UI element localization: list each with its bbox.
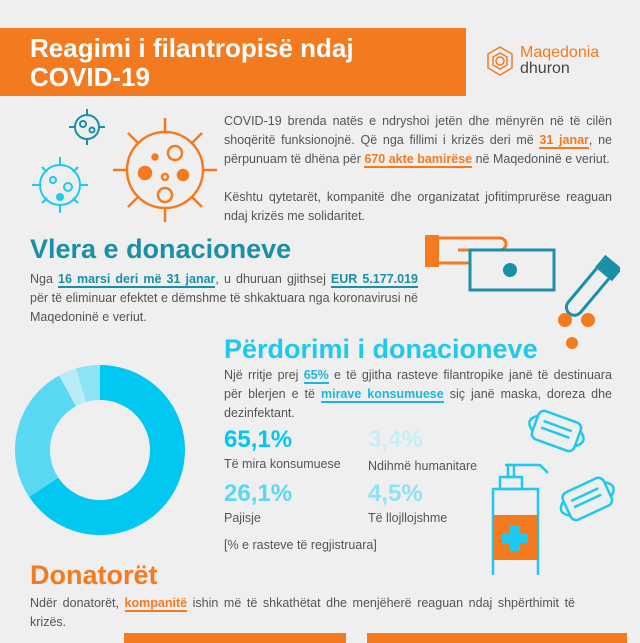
logo-text-2: dhuron (520, 60, 570, 77)
intro-text: në Maqedoninë e veriut. (472, 152, 610, 166)
donors-text: Ndër donatorët, (30, 596, 125, 610)
stat-value: 4,5% (368, 480, 423, 507)
intro-paragraph-2: Kështu qytetarët, kompanitë dhe organiza… (224, 190, 612, 223)
donut-slice (29, 365, 185, 535)
virus-icon (32, 157, 88, 213)
donut-slice (59, 368, 86, 407)
hygiene-icons (491, 409, 615, 575)
logo-icon (487, 46, 513, 76)
usage-text: Një rritje prej (224, 368, 304, 382)
usage-heading: Përdorimi i donacioneve (224, 334, 538, 364)
donation-hand-icon (425, 235, 620, 349)
highlight-goods: mirave konsumuese (320, 387, 444, 403)
intro-text: COVID-19 brenda natës e ndryshoi jetën d… (224, 114, 612, 147)
virus-icon (113, 118, 217, 222)
stat-label: Pajisje (224, 511, 261, 525)
stat-label: Të llojllojshme (368, 511, 448, 525)
virus-icon (69, 109, 105, 145)
stat-note: [% e rasteve të regjistruara] (224, 538, 377, 552)
highlight-acts: 670 akte bamirëse (364, 152, 473, 168)
highlight-period: 16 marsi deri më 31 janar (58, 272, 216, 288)
value-text: Nga (30, 272, 59, 286)
stat-value: 65,1% (224, 426, 293, 453)
value-text: për të eliminuar efektet e dëmshme të sh… (30, 291, 418, 324)
stat-value: 26,1% (224, 480, 293, 507)
donors-text: ishin më të shkathëtat dhe menjëherë rea… (30, 596, 575, 629)
virus-icons (32, 109, 217, 222)
title-line-2: COVID-19 (30, 62, 150, 92)
value-heading: Vlera e donacioneve (30, 234, 292, 264)
mask-icon (559, 476, 615, 522)
usage-text: e të gjitha rasteve filantropike janë të… (224, 368, 612, 401)
donut-chart (15, 365, 185, 535)
stat-value: 3,4% (368, 426, 423, 453)
page-title: Reagimi i filantropisë ndaj COVID-19 (30, 34, 354, 92)
logo-text-1: Maqedonia (520, 44, 600, 61)
intro-paragraph-1: COVID-19 brenda natës e ndryshoi jetën d… (224, 112, 612, 169)
value-text: , u dhuruan gjithsej (215, 272, 331, 286)
logo: Maqedonia dhuron (482, 42, 632, 82)
donor-card (124, 633, 346, 643)
highlight-companies: kompanitë (124, 596, 188, 612)
donors-heading: Donatorët (30, 560, 158, 590)
donors-paragraph: Ndër donatorët, kompanitë ishin më të sh… (30, 594, 575, 632)
title-banner: Reagimi i filantropisë ndaj COVID-19 (0, 28, 466, 96)
usage-paragraph: Një rritje prej 65% e të gjitha rasteve … (224, 366, 612, 423)
value-paragraph: Nga 16 marsi deri më 31 janar, u dhuruan… (30, 270, 418, 327)
highlight-date: 31 janar (539, 133, 589, 149)
sanitizer-icon (491, 463, 549, 575)
highlight-amount: EUR 5.177.019 (330, 272, 418, 288)
usage-text: siç janë maska, doreza dhe dezinfektant. (224, 387, 613, 420)
donor-card (367, 633, 627, 643)
stat-label: Të mira konsumuese (224, 457, 341, 471)
title-line-1: Reagimi i filantropisë ndaj (30, 33, 354, 63)
intro-text: , ne përpunuam të dhëna për (224, 133, 612, 166)
donut-slice (15, 375, 76, 497)
highlight-percent: 65% (303, 368, 329, 384)
donut-slice (76, 365, 100, 403)
mask-icon (528, 409, 585, 453)
stat-label: Ndihmë humanitare (368, 459, 478, 473)
